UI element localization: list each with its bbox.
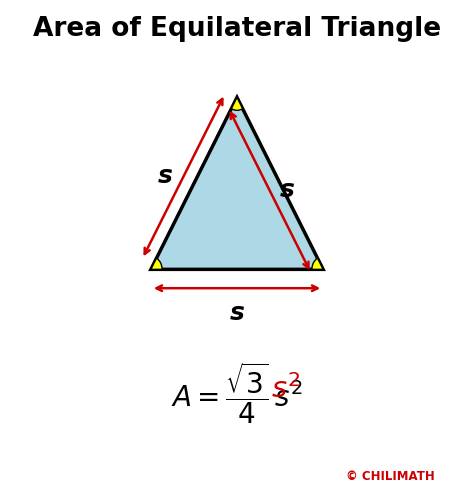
Text: s: s (158, 165, 173, 189)
Polygon shape (151, 97, 323, 269)
Text: Area of Equilateral Triangle: Area of Equilateral Triangle (33, 16, 441, 42)
Wedge shape (231, 97, 243, 110)
Wedge shape (151, 258, 162, 269)
Text: s: s (229, 300, 245, 325)
Wedge shape (312, 258, 323, 269)
Text: $\mathit{s}^2$: $\mathit{s}^2$ (271, 374, 300, 404)
Text: s: s (280, 178, 295, 203)
Text: $\mathit{A} = \dfrac{\sqrt{3}}{4}\,\mathit{s}^2$: $\mathit{A} = \dfrac{\sqrt{3}}{4}\,\math… (171, 361, 303, 426)
Text: © CHILIMATH: © CHILIMATH (346, 470, 435, 483)
